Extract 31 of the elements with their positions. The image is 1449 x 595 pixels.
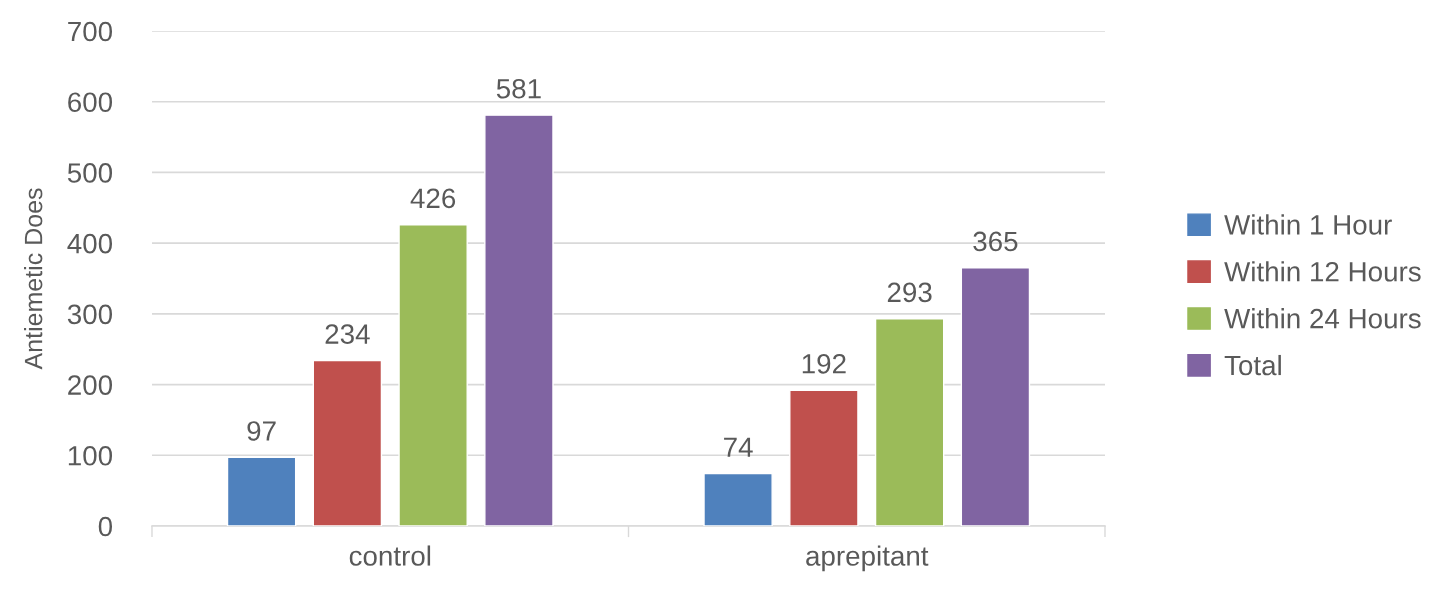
y-tick-label: 600 [68,92,113,113]
legend-label: Within 1 Hour [1224,214,1392,235]
y-axis-title: Antiemetic Does [24,188,43,370]
data-label: 581 [496,78,541,99]
data-label: 74 [724,437,753,457]
data-label: 97 [247,421,276,441]
bar [703,472,773,526]
y-tick-label: 200 [68,375,113,395]
data-label: 293 [887,282,932,303]
bar [398,224,468,526]
bar [484,114,554,526]
bar [960,267,1031,526]
bar [874,318,945,526]
legend-label: Total [1224,354,1281,376]
data-label: 192 [802,353,846,374]
bar [226,456,297,526]
data-label: 365 [973,231,1018,252]
y-tick-label: 500 [67,163,113,183]
legend-label: Within 24 Hours [1224,308,1421,329]
data-label: 234 [325,324,370,344]
x-tick-label: control [349,545,431,566]
y-tick-label: 700 [68,21,113,42]
y-tick-label: 400 [67,233,113,254]
data-label: 426 [410,188,456,209]
y-tick-label: 0 [98,516,113,537]
y-tick-label: 300 [67,304,113,325]
legend-label: Within 12 Hours [1224,261,1421,282]
x-tick-label: aprepitant [806,545,929,572]
y-tick-label: 100 [68,445,113,466]
bar [312,359,383,526]
bar [789,389,859,526]
